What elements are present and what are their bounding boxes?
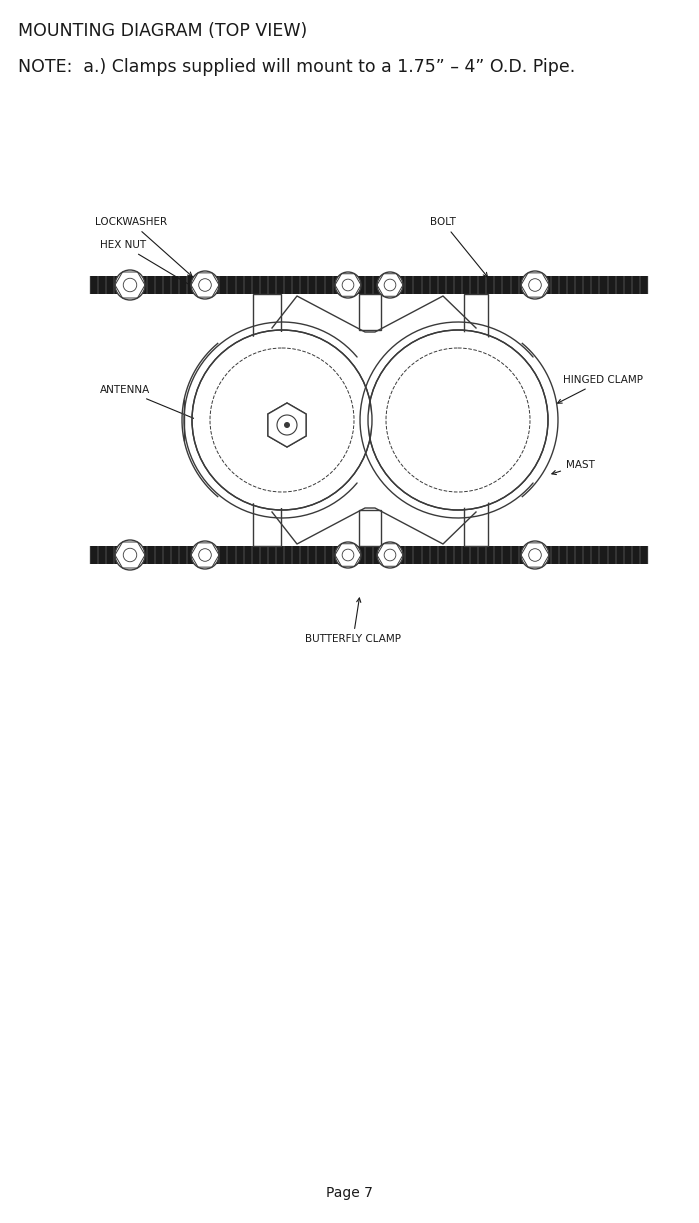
Circle shape: [277, 415, 297, 435]
Text: BOLT: BOLT: [430, 216, 487, 276]
Bar: [90, 545, 648, 564]
Circle shape: [521, 541, 549, 569]
Circle shape: [377, 542, 403, 567]
Circle shape: [191, 541, 219, 569]
Circle shape: [191, 272, 219, 298]
Circle shape: [370, 331, 546, 508]
Circle shape: [194, 331, 370, 508]
Circle shape: [335, 272, 361, 298]
Text: ANTENNA: ANTENNA: [100, 385, 218, 429]
Text: HINGED CLAMP: HINGED CLAMP: [558, 375, 643, 404]
Bar: [90, 276, 648, 294]
Text: LOCKWASHER: LOCKWASHER: [95, 216, 192, 276]
Bar: [359, 510, 381, 545]
Bar: [464, 500, 488, 545]
Circle shape: [284, 422, 290, 428]
Circle shape: [115, 541, 145, 570]
Circle shape: [277, 415, 297, 435]
Polygon shape: [268, 404, 306, 446]
Polygon shape: [268, 404, 306, 446]
Circle shape: [115, 270, 145, 300]
Text: MAST: MAST: [552, 460, 595, 475]
Text: NOTE:  a.) Clamps supplied will mount to a 1.75” – 4” O.D. Pipe.: NOTE: a.) Clamps supplied will mount to …: [18, 57, 575, 76]
Text: BUTTERFLY CLAMP: BUTTERFLY CLAMP: [305, 598, 401, 645]
Circle shape: [335, 542, 361, 567]
Text: Page 7: Page 7: [326, 1186, 373, 1200]
Bar: [359, 294, 381, 330]
Circle shape: [521, 272, 549, 298]
Circle shape: [284, 422, 290, 428]
Bar: [464, 294, 488, 340]
Text: HEX NUT: HEX NUT: [100, 240, 196, 289]
Bar: [253, 294, 281, 340]
Bar: [253, 500, 281, 545]
Circle shape: [377, 272, 403, 298]
Text: MOUNTING DIAGRAM (TOP VIEW): MOUNTING DIAGRAM (TOP VIEW): [18, 22, 308, 40]
